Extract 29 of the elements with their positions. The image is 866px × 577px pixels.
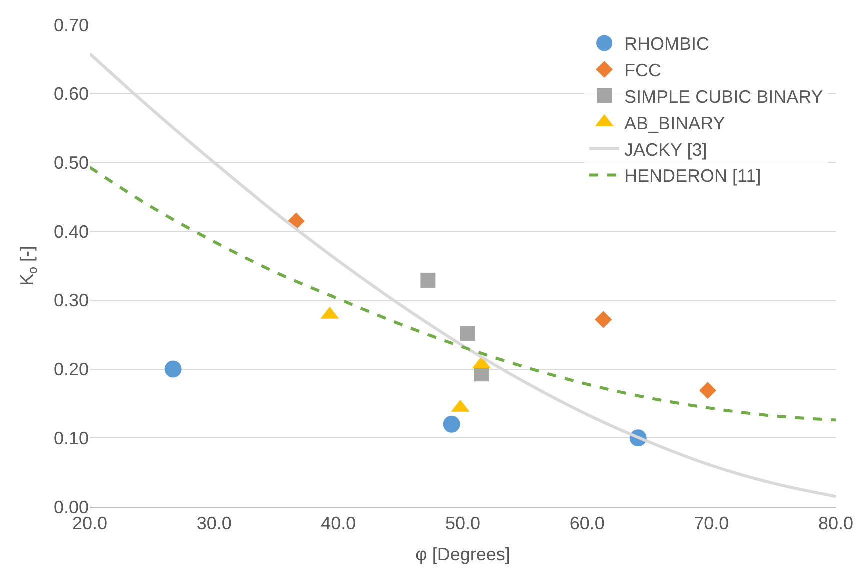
point [460, 326, 476, 341]
legend-label: AB_BINARY [624, 113, 726, 134]
legend-label: JACKY [3] [624, 140, 708, 160]
point [595, 311, 612, 328]
x-tick-label: 70.0 [694, 514, 730, 534]
x-tick-label: 60.0 [570, 514, 605, 534]
x-tick-label: 40.0 [321, 514, 356, 534]
y-tick-label: 0.70 [54, 15, 89, 36]
x-tick-label: 80.0 [818, 514, 854, 534]
legend-label: FCC [624, 60, 662, 81]
y-tick-label: 0.20 [54, 360, 89, 380]
point [420, 272, 436, 288]
point [288, 212, 305, 230]
x-axis-title: φ [Degrees] [416, 544, 510, 565]
point [699, 382, 716, 400]
line-series [90, 166, 836, 422]
y-tick-label: 0.10 [54, 428, 89, 448]
point [164, 360, 182, 378]
legend-label: HENDERON [11] [624, 166, 762, 186]
y-tick-label: 0.30 [54, 290, 89, 311]
legend-label: RHOMBIC [624, 34, 710, 54]
point [443, 416, 460, 433]
x-tick-label: 30.0 [196, 514, 232, 534]
legend-label: SIMPLE CUBIC BINARY [624, 87, 824, 108]
x-tick-label: 50.0 [445, 514, 481, 534]
line-series [90, 52, 836, 498]
y-tick-label: 0.60 [54, 84, 89, 104]
y-tick-label: 0.40 [54, 222, 89, 242]
y-tick-label: 0.50 [54, 153, 89, 174]
